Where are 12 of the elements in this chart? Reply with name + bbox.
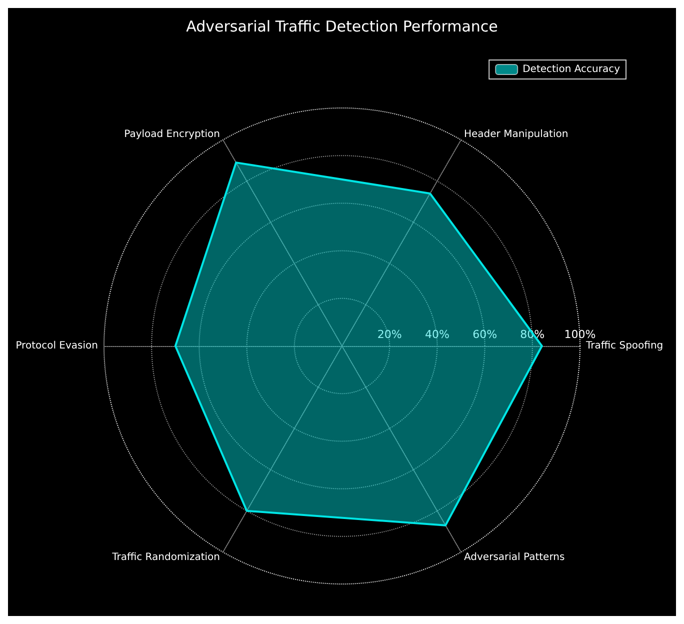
y-tick-label: 100% [564,328,596,341]
spoke-label: Traffic Randomization [111,552,220,563]
spoke-label: Adversarial Patterns [464,552,565,563]
legend-label: Detection Accuracy [522,64,620,75]
spoke-label: Traffic Spoofing [585,340,664,352]
spoke-label: Header Manipulation [464,129,568,140]
y-tick-label: 60% [472,328,498,341]
y-tick-label: 20% [377,328,402,341]
spoke-label: Protocol Evasion [16,340,98,352]
spoke-label: Payload Encryption [124,129,220,140]
chart-title: Adversarial Traffic Detection Performance [186,18,498,36]
y-tick-label: 40% [424,328,450,341]
